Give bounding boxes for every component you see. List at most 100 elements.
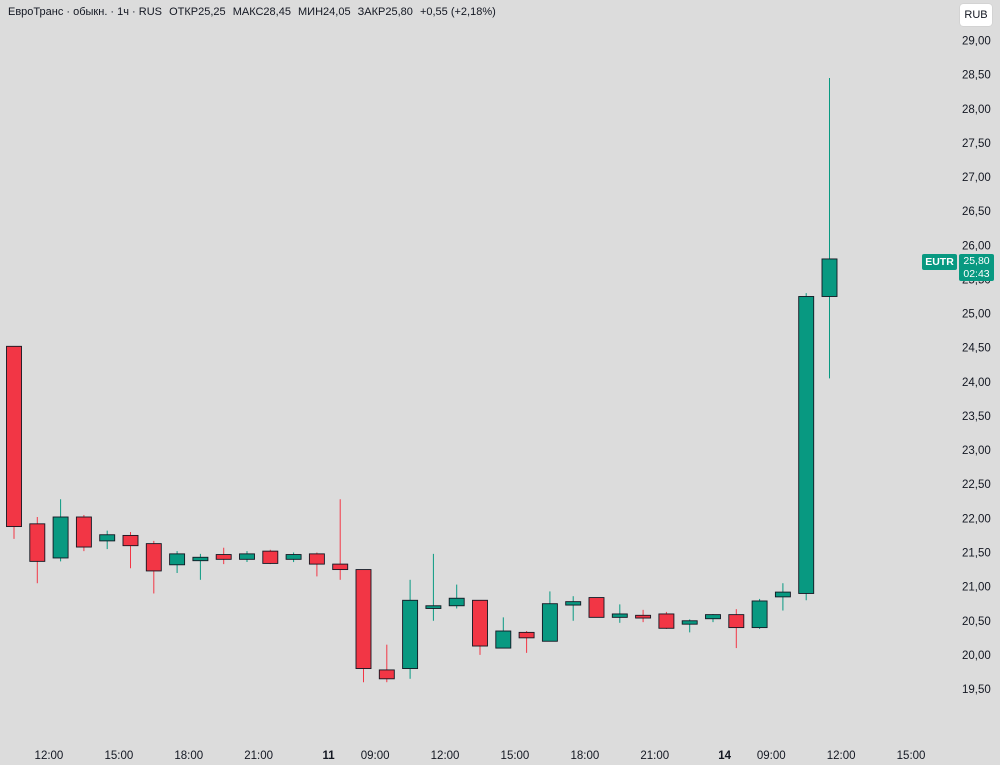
candle xyxy=(774,583,791,611)
candle-body xyxy=(145,543,162,572)
candle xyxy=(262,549,279,565)
candle xyxy=(52,499,69,562)
time-tick-label: 18:00 xyxy=(570,750,599,762)
time-tick-label: 18:00 xyxy=(174,750,203,762)
price-tick-label: 28,00 xyxy=(962,104,991,116)
candle-body xyxy=(565,601,582,606)
time-tick-label: 11 xyxy=(322,750,335,762)
candle-body xyxy=(99,534,116,542)
candle-body xyxy=(262,550,279,564)
price-tick-label: 20,00 xyxy=(962,650,991,662)
time-tick-label: 15:00 xyxy=(897,750,926,762)
candle xyxy=(681,619,698,633)
candle xyxy=(728,609,745,649)
candle-body xyxy=(472,599,488,647)
candle xyxy=(145,540,162,594)
price-tick-label: 28,50 xyxy=(962,70,991,82)
symbol-legend: ЕвроТранс · обыкн. · 1ч · RUS ОТКР25,25 … xyxy=(8,6,500,18)
candle-body xyxy=(658,613,675,629)
candle-body xyxy=(122,534,139,547)
candle xyxy=(611,604,628,623)
candle-body xyxy=(402,599,419,670)
candle-body xyxy=(192,556,209,562)
candle xyxy=(635,609,652,623)
candle xyxy=(565,596,582,621)
candle xyxy=(239,551,255,563)
candle xyxy=(541,591,558,642)
candle-body xyxy=(588,597,605,618)
candle-body xyxy=(52,516,69,559)
candle-body xyxy=(495,630,512,649)
candle xyxy=(355,569,372,683)
candle xyxy=(588,597,605,618)
time-tick-label: 15:00 xyxy=(104,750,133,762)
candle-body xyxy=(541,603,558,642)
candle xyxy=(705,613,721,623)
bar-countdown-label: 02:43 xyxy=(963,268,990,280)
time-tick-label: 15:00 xyxy=(501,750,530,762)
time-axis[interactable]: 12:00 15:00 18:00 21:00 11 09:00 12:00 15:00 18:… xyxy=(35,750,926,762)
candle xyxy=(285,552,302,563)
candle xyxy=(192,553,209,580)
candle-body xyxy=(821,258,838,297)
candle-body xyxy=(6,345,22,528)
candles-layer xyxy=(6,78,838,683)
candle-body xyxy=(169,553,186,566)
candle xyxy=(215,547,232,565)
close-value: ЗАКР25,80 xyxy=(357,6,413,18)
candle-body xyxy=(448,597,465,607)
last-price-label: 25,80 xyxy=(963,255,990,267)
price-tick-label: 23,00 xyxy=(962,445,991,457)
price-tick-label: 24,50 xyxy=(962,343,991,355)
candle xyxy=(122,532,139,569)
price-tick-label: 27,50 xyxy=(962,138,991,150)
open-value: ОТКР25,25 xyxy=(169,6,226,18)
candle xyxy=(308,552,325,577)
time-tick-label: 21:00 xyxy=(244,750,273,762)
price-tick-label: 26,00 xyxy=(962,240,991,252)
price-tick-label: 24,00 xyxy=(962,377,991,389)
candle xyxy=(448,584,465,609)
price-tick-label: 25,00 xyxy=(962,309,991,321)
time-tick-label: 09:00 xyxy=(361,750,390,762)
candle-body xyxy=(239,553,255,560)
candle-body xyxy=(611,613,628,618)
price-tick-label: 22,00 xyxy=(962,513,991,525)
time-tick-label: 12:00 xyxy=(431,750,460,762)
candle-body xyxy=(635,614,652,619)
price-tick-label: 22,50 xyxy=(962,479,991,491)
price-tick-label: 26,50 xyxy=(962,206,991,218)
candle-body xyxy=(518,631,535,639)
candle xyxy=(29,517,46,584)
time-tick-label: 14 xyxy=(718,750,731,762)
currency-button[interactable]: RUB xyxy=(960,4,992,26)
candle xyxy=(99,530,116,550)
high-value: МАКС28,45 xyxy=(232,6,291,18)
price-tick-label: 19,50 xyxy=(962,684,991,696)
candle xyxy=(332,499,349,580)
time-tick-label: 09:00 xyxy=(757,750,786,762)
candle-body xyxy=(798,296,815,594)
candle-body xyxy=(75,516,92,548)
candle-body xyxy=(378,669,395,680)
candle xyxy=(798,293,815,601)
price-tick-label: 27,00 xyxy=(962,172,991,184)
candle-body xyxy=(308,553,325,565)
candle-body xyxy=(705,614,721,620)
symbol-price-tag: EUTR xyxy=(922,254,957,270)
candle xyxy=(402,579,419,679)
price-tick-label: 21,00 xyxy=(962,582,991,594)
candle xyxy=(425,553,442,621)
price-tick-label: 20,50 xyxy=(962,616,991,628)
candle-body xyxy=(332,563,349,571)
candle-body xyxy=(751,600,768,629)
candle xyxy=(472,599,488,655)
symbol-title: ЕвроТранс · обыкн. · 1ч · RUS xyxy=(8,6,162,18)
price-tick-label: 23,50 xyxy=(962,411,991,423)
price-axis[interactable]: 19,50 20,00 20,50 21,00 21,50 22,00 22,50 23,00… xyxy=(962,35,991,696)
candle-body xyxy=(285,554,302,560)
candle xyxy=(821,78,838,379)
candle-body xyxy=(728,614,745,629)
candle-body xyxy=(215,554,232,560)
